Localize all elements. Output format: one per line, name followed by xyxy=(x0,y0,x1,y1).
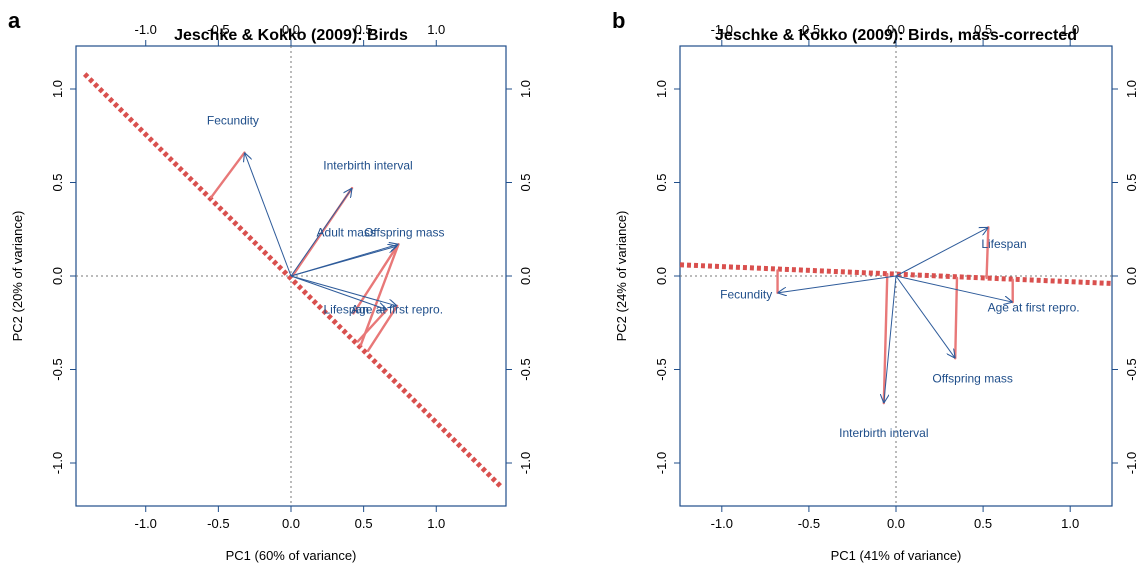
panel-b-loading-arrow xyxy=(895,275,1013,302)
panel-a-marks: -1.0 -1.0 -0.5 -0.5 0.0 0.0 0.5 0.5 1.0 1.0 -1.0 -1… xyxy=(50,22,533,531)
panel-b-y-axis-label: PC2 (24% of variance) xyxy=(614,211,629,342)
panel-b-loading-label: Offspring mass xyxy=(932,372,1012,386)
panel-a-x-tick-label-top: -0.5 xyxy=(207,22,229,37)
panel-b-x-tick-label-bottom: 1.0 xyxy=(1061,516,1079,531)
panel-b-x-tick-label-bottom: 0.0 xyxy=(887,516,905,531)
panel-a-y-tick-label-left: 0.5 xyxy=(50,173,65,191)
panel-a-y-tick-label-left: -0.5 xyxy=(50,358,65,380)
panel-b-loading-arrow xyxy=(895,227,988,277)
panel-a-x-tick-label-top: 0.0 xyxy=(282,22,300,37)
panel-b-projection-line xyxy=(985,226,990,280)
panel-b-y-tick-label-left: 0.0 xyxy=(654,267,669,285)
panel-b-loading-label: Age at first repro. xyxy=(988,301,1080,315)
panel-a-loading-arrow xyxy=(290,188,352,277)
panel-a-fitted-axis-line xyxy=(82,72,504,490)
panel-b-x-tick-label-top: -1.0 xyxy=(711,22,733,37)
panel-a-letter: a xyxy=(8,8,21,33)
panel-b-x-tick-label-bottom: 0.5 xyxy=(974,516,992,531)
panel-a-y-tick-label-right: -1.0 xyxy=(518,452,533,474)
panel-b-loading-label: Interbirth interval xyxy=(839,426,928,440)
panel-b-loading-arrow xyxy=(884,275,897,403)
panel-a-y-tick-label-right: -0.5 xyxy=(518,358,533,380)
panel-b-y-tick-label-right: -1.0 xyxy=(1124,452,1139,474)
panel-a-y-tick-label-right: 0.0 xyxy=(518,267,533,285)
panel-b-x-tick-label-bottom: -0.5 xyxy=(798,516,820,531)
panel-b-loading-label: Fecundity xyxy=(720,287,772,301)
panel-a: a Jeschke & Kokko (2009): Birds PC1 (60%… xyxy=(8,8,533,563)
panel-a-x-tick-label-bottom: -1.0 xyxy=(135,516,157,531)
panel-b-x-tick-label-top: 0.5 xyxy=(974,22,992,37)
panel-b-y-tick-label-left: 0.5 xyxy=(654,173,669,191)
panel-a-loading-label: Fecundity xyxy=(207,114,259,128)
panel-b-projection-line xyxy=(954,276,959,360)
panel-a-title: Jeschke & Kokko (2009): Birds xyxy=(174,27,408,44)
panel-a-y-tick-label-right: 1.0 xyxy=(518,80,533,98)
panel-a-y-tick-label-right: 0.5 xyxy=(518,173,533,191)
panel-b-x-tick-label-top: -0.5 xyxy=(798,22,820,37)
panel-b-x-axis-label: PC1 (41% of variance) xyxy=(831,548,962,563)
panel-a-loading-arrow xyxy=(290,275,397,306)
panel-b-loading-arrow xyxy=(895,275,955,358)
panel-a-projection-line xyxy=(366,304,399,352)
panel-b-y-tick-label-left: -1.0 xyxy=(654,452,669,474)
panel-b-y-tick-label-right: -0.5 xyxy=(1124,358,1139,380)
panel-a-x-tick-label-top: 0.5 xyxy=(355,22,373,37)
panel-b-y-tick-label-right: 1.0 xyxy=(1124,80,1139,98)
panel-a-loading-arrow xyxy=(290,246,397,277)
panel-a-loading-arrow xyxy=(245,153,292,277)
panel-b-projection-line xyxy=(882,272,889,405)
panel-b-y-tick-label-right: 0.5 xyxy=(1124,173,1139,191)
panel-b-letter: b xyxy=(612,8,625,33)
panel-b-x-tick-label-bottom: -1.0 xyxy=(711,516,733,531)
panel-a-x-tick-label-bottom: -0.5 xyxy=(207,516,229,531)
panel-a-loading-label: Offspring mass xyxy=(364,226,444,240)
panel-a-projection-line xyxy=(352,244,399,315)
panel-a-x-tick-label-bottom: 0.5 xyxy=(355,516,373,531)
panel-a-x-axis-label: PC1 (60% of variance) xyxy=(226,548,357,563)
panel-b-fitted-axis-line xyxy=(679,262,1113,286)
panel-a-loading-label: Interbirth interval xyxy=(323,158,412,172)
panel-b-loading-arrow xyxy=(778,275,897,293)
panel-b-x-tick-label-top: 0.0 xyxy=(887,22,905,37)
panel-b-loading-label: Lifespan xyxy=(981,237,1026,251)
panel-a-x-tick-label-bottom: 0.0 xyxy=(282,516,300,531)
panel-a-y-axis-label: PC2 (20% of variance) xyxy=(10,211,25,342)
panel-b-y-tick-label-right: 0.0 xyxy=(1124,267,1139,285)
panel-b: b Jeschke & Kokko (2009): Birds, mass-co… xyxy=(612,8,1139,563)
panel-b-y-tick-label-left: -0.5 xyxy=(654,358,669,380)
panel-b-y-tick-label-left: 1.0 xyxy=(654,80,669,98)
panel-a-y-tick-label-left: 1.0 xyxy=(50,80,65,98)
panel-a-loading-arrow xyxy=(290,275,387,310)
panel-a-y-tick-label-left: 0.0 xyxy=(50,267,65,285)
panel-a-x-tick-label-bottom: 1.0 xyxy=(427,516,445,531)
panel-a-y-tick-label-left: -1.0 xyxy=(50,452,65,474)
panel-a-loading-label: Age at first repro. xyxy=(351,302,443,316)
panel-a-projection-line xyxy=(359,243,400,347)
panel-b-marks: -1.0 -1.0 -0.5 -0.5 0.0 0.0 0.5 0.5 1.0 1.0 -1.0 -1… xyxy=(654,22,1139,531)
panel-a-loading-label: Lifespan xyxy=(324,302,369,316)
panel-a-projection-line xyxy=(209,151,246,199)
panel-a-loading-label: Adult mass xyxy=(317,226,376,240)
panel-a-x-tick-label-top: 1.0 xyxy=(427,22,445,37)
panel-b-title: Jeschke & Kokko (2009): Birds, mass-corr… xyxy=(715,27,1077,44)
panel-a-projection-line xyxy=(356,308,389,343)
panel-a-x-tick-label-top: -1.0 xyxy=(135,22,157,37)
panel-b-x-tick-label-top: 1.0 xyxy=(1061,22,1079,37)
